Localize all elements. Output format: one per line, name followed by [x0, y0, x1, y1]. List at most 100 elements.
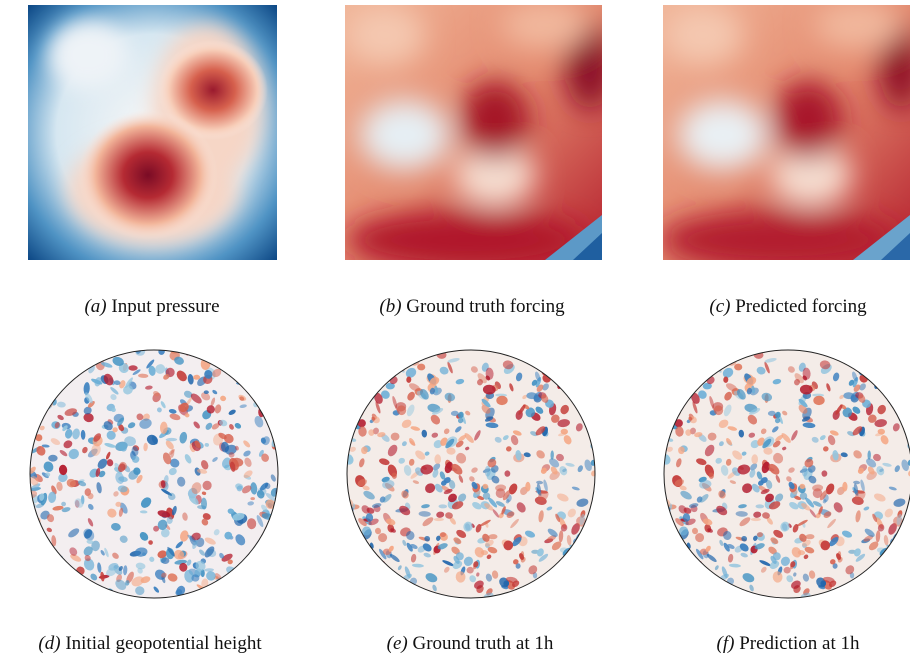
noise-blob: [863, 506, 870, 511]
noise-blob: [669, 373, 674, 378]
noise-blob: [549, 458, 560, 468]
noise-blob: [363, 490, 375, 500]
noise-blob: [524, 351, 533, 357]
noise-blob: [30, 392, 38, 402]
noise-blob: [842, 481, 848, 492]
noise-blob: [57, 370, 71, 380]
noise-blob: [773, 452, 784, 464]
noise-blob: [57, 414, 64, 421]
noise-blob: [580, 541, 591, 551]
noise-blob: [113, 380, 121, 386]
noise-blob: [877, 524, 885, 532]
noise-blob: [103, 373, 114, 386]
noise-blob: [347, 412, 353, 424]
noise-blob: [717, 350, 731, 355]
noise-blob: [432, 584, 437, 592]
noise-blob: [536, 483, 542, 496]
noise-blob: [506, 511, 515, 518]
predicted-forcing-heatmap: [663, 5, 910, 260]
noise-blob: [202, 480, 212, 491]
noise-blob: [85, 392, 93, 404]
noise-blob: [582, 560, 592, 572]
noise-blob: [694, 432, 703, 438]
noise-blob: [347, 578, 352, 588]
noise-blob: [275, 592, 278, 598]
noise-blob: [768, 501, 781, 510]
noise-blob: [723, 542, 730, 552]
noise-blob: [175, 589, 183, 596]
noise-blob: [510, 595, 519, 598]
noise-blob: [707, 432, 717, 441]
noise-blob: [436, 535, 441, 541]
noise-blob: [829, 430, 839, 436]
noise-blob: [453, 555, 460, 564]
noise-blob: [465, 410, 471, 416]
noise-blob: [172, 505, 177, 516]
noise-blob: [362, 574, 369, 583]
noise-blob: [420, 464, 434, 475]
noise-blob: [675, 518, 684, 527]
noise-blob: [355, 571, 365, 583]
noise-blob: [569, 350, 578, 359]
noise-blob: [348, 369, 356, 374]
noise-blob: [576, 544, 584, 549]
noise-blob: [592, 389, 595, 394]
noise-blob: [254, 415, 264, 428]
noise-blob: [523, 452, 531, 458]
noise-blob: [132, 455, 140, 463]
noise-blob: [721, 566, 728, 579]
noise-blob: [440, 532, 446, 538]
noise-blob: [888, 486, 897, 491]
noise-blob: [485, 573, 492, 582]
noise-blob: [692, 375, 700, 384]
noise-blob: [227, 559, 233, 565]
noise-blob: [571, 523, 580, 535]
noise-blob: [352, 373, 357, 378]
noise-blob: [429, 387, 435, 395]
noise-blob: [40, 350, 51, 353]
noise-blob: [46, 514, 55, 523]
noise-blob: [93, 433, 102, 442]
noise-blob: [820, 580, 827, 587]
noise-blob: [696, 458, 707, 466]
noise-blob: [524, 530, 536, 538]
noise-blob: [57, 356, 65, 362]
noise-blob: [874, 419, 887, 428]
noise-blob: [465, 446, 470, 451]
noise-blob: [357, 378, 365, 386]
noise-blob: [348, 574, 360, 582]
noise-blob: [750, 517, 761, 522]
noise-blob: [770, 555, 777, 564]
noise-blob: [818, 506, 823, 515]
noise-blob: [406, 531, 415, 540]
noise-blob: [827, 595, 836, 598]
noise-blob: [424, 451, 430, 456]
noise-blob: [201, 491, 207, 496]
noise-blob: [737, 389, 746, 400]
noise-blob: [269, 350, 278, 354]
noise-blob: [883, 534, 889, 546]
noise-blob: [399, 505, 411, 516]
noise-blob: [464, 433, 474, 443]
noise-blob: [803, 554, 809, 560]
noise-blob: [694, 363, 700, 372]
noise-blob: [458, 493, 467, 502]
noise-blob: [83, 413, 94, 423]
noise-blob: [219, 552, 225, 559]
noise-blob: [251, 590, 261, 598]
caption-text: Ground truth forcing: [406, 296, 565, 317]
noise-blob: [586, 581, 595, 591]
noise-blob: [110, 387, 119, 395]
noise-blob: [223, 433, 234, 444]
noise-blob: [406, 376, 412, 383]
noise-blob: [375, 377, 383, 388]
noise-blob: [827, 435, 836, 446]
noise-blob: [702, 382, 712, 390]
noise-blob: [551, 541, 562, 551]
noise-blob: [484, 465, 491, 477]
noise-blob: [220, 584, 229, 593]
noise-blob: [528, 565, 538, 575]
initial-geopotential-sphere: [29, 349, 279, 599]
noise-blob: [899, 556, 905, 569]
noise-blob: [244, 457, 252, 467]
